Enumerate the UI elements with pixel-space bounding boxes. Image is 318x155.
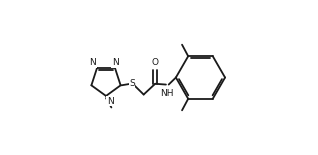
Text: N: N xyxy=(89,58,96,67)
Text: N: N xyxy=(107,97,114,106)
Text: S: S xyxy=(129,79,135,88)
Text: N: N xyxy=(112,58,118,67)
Text: O: O xyxy=(152,58,159,67)
Text: NH: NH xyxy=(160,89,173,98)
